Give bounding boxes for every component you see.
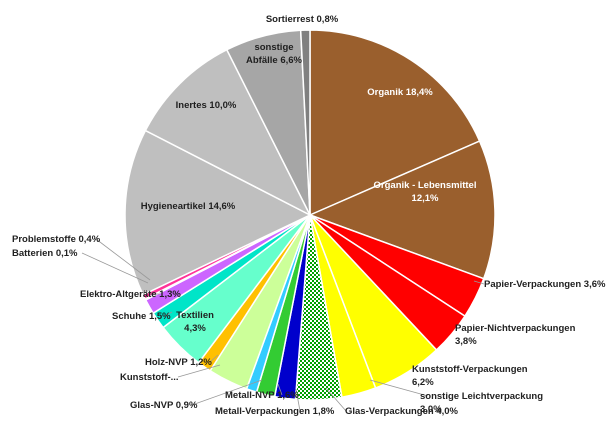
slice-label: sonstige Leichtverpackung 3,0%: [420, 391, 543, 415]
slice-label-line: sonstige Leichtverpackung: [420, 391, 543, 402]
slice-label: Inertes 10,0%: [176, 100, 237, 111]
leader-line: [325, 387, 347, 412]
slice-label-line: Metall-Verpackungen 1,8%: [215, 406, 335, 417]
slice-label: Problemstoffe 0,4%: [12, 234, 101, 245]
slice-label-line: Problemstoffe 0,4%: [12, 234, 101, 245]
pie-slice: [299, 29, 311, 216]
slice-label-line: Inertes 10,0%: [176, 100, 237, 111]
slice-label-line: Hygieneartikel 14,6%: [141, 201, 236, 212]
leader-line: [209, 354, 219, 363]
slice-label: Papier-Verpackungen 3,6%: [484, 279, 606, 290]
slice-label-line: Organik 18,4%: [367, 87, 433, 98]
leader-line: [473, 280, 485, 285]
slice-label-line: Sortierrest 0,8%: [266, 14, 339, 25]
slice-labels: Organik 18,4% Organik - Lebensmittel 12,1%…: [12, 14, 606, 417]
pie-slice: [144, 48, 312, 217]
leader-line: [95, 238, 151, 281]
slice-label-line: 4,3%: [184, 323, 206, 334]
slice-label: Kunststoff-Verpackungen 6,2%: [412, 364, 528, 388]
slice-label: Kunststoff-...: [120, 372, 179, 383]
slice-label: Textilien 4,3%: [176, 310, 214, 334]
pie-slice: [309, 29, 481, 217]
slice-label-line: Glas-Verpackungen 4,0%: [345, 406, 459, 417]
slice-label-line: Elektro-Altgeräte 1,3%: [80, 289, 181, 300]
slice-label-line: Batterien 0,1%: [12, 248, 78, 259]
slice-label-line: 12,1%: [412, 193, 439, 204]
slice-label: Hygieneartikel 14,6%: [141, 201, 236, 212]
slice-label-line: Schuhe 1,5%: [112, 311, 171, 322]
pie-slice: [124, 129, 312, 296]
leader-line: [191, 379, 263, 406]
slice-label-line: Glas-NVP 0,9%: [130, 400, 198, 411]
leader-line: [164, 311, 173, 317]
pie-slice: [307, 140, 496, 280]
slice-label: Glas-Verpackungen 4,0%: [345, 406, 459, 417]
slice-label-line: Papier-Verpackungen 3,6%: [484, 279, 606, 290]
leader-line: [277, 383, 283, 396]
slice-label: Schuhe 1,5%: [112, 311, 171, 322]
leader-line: [369, 379, 429, 397]
slice-label: Metall-Verpackungen 1,8%: [215, 406, 335, 417]
leader-line: [295, 388, 301, 412]
slice-label-line: Organik - Lebensmittel: [374, 180, 477, 191]
slice-label: Papier-Nichtverpackungen 3,8%: [455, 323, 576, 347]
slice-label-line: Textilien: [176, 310, 214, 321]
slice-label-line: Kunststoff-...: [120, 372, 179, 383]
slice-label: Sortierrest 0,8%: [266, 14, 339, 25]
slice-label-line: sonstige: [254, 42, 293, 53]
leader-line: [177, 364, 221, 378]
slice-label: Metall-NVP 1,6%: [225, 390, 299, 401]
slice-label-line: 3,8%: [455, 336, 477, 347]
slice-label: Elektro-Altgeräte 1,3%: [80, 289, 181, 300]
slice-label: Batterien 0,1%: [12, 248, 78, 259]
slice-label-line: 3,0%: [420, 404, 442, 415]
leader-line: [81, 252, 149, 284]
slice-label-line: Abfälle 6,6%: [246, 55, 303, 66]
pie-slices: [124, 29, 496, 401]
leader-lines: [81, 238, 485, 412]
slice-label: Holz-NVP 1,2%: [145, 357, 212, 368]
slice-label-line: Papier-Nichtverpackungen: [455, 323, 576, 334]
slice-label-line: Metall-NVP 1,6%: [225, 390, 299, 401]
slice-label: sonstige Abfälle 6,6%: [246, 42, 303, 66]
slice-label-line: 6,2%: [412, 377, 434, 388]
slice-label: Organik - Lebensmittel 12,1%: [374, 180, 477, 204]
slice-label-line: Kunststoff-Verpackungen: [412, 364, 528, 375]
slice-label-line: Holz-NVP 1,2%: [145, 357, 212, 368]
slice-label: Organik 18,4%: [367, 87, 433, 98]
slice-label: Glas-NVP 0,9%: [130, 400, 198, 411]
